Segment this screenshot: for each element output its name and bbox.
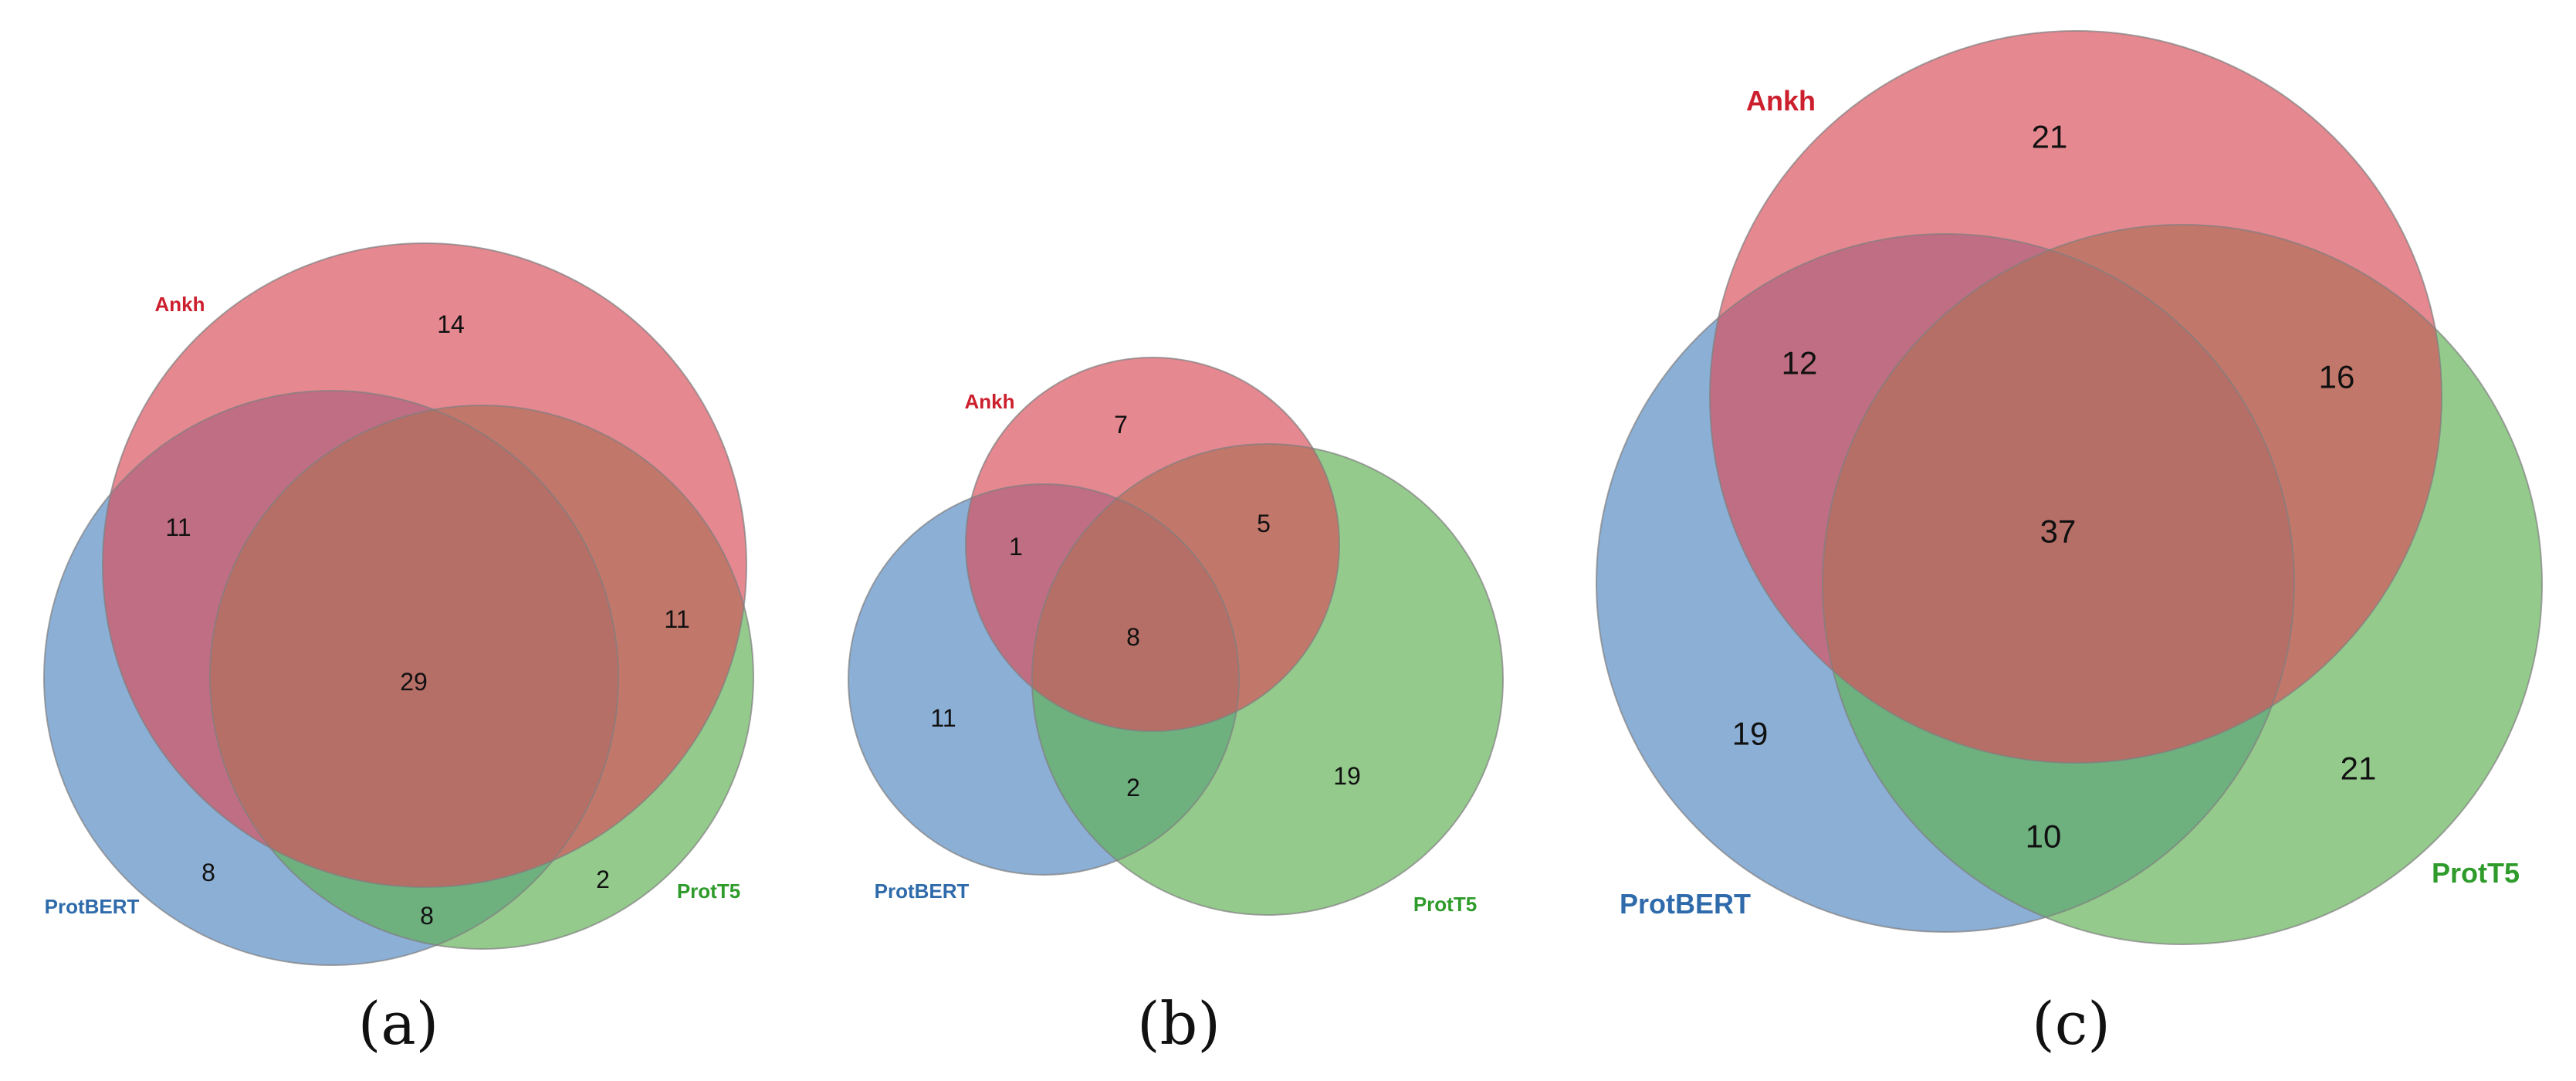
prott5-only-count: 19: [1333, 762, 1361, 790]
venn-panel-a: Ankh ProtBERT ProtT5 14 11 11 29 8 8 2 (…: [43, 242, 754, 1058]
ankh-outline: [102, 242, 747, 888]
prott5-set-label: ProtT5: [677, 879, 740, 903]
ankh-only-count: 7: [1114, 411, 1128, 439]
prott5-set-label: ProtT5: [1413, 893, 1477, 916]
ankh-circle: [103, 243, 746, 887]
ankh-prott5-count: 11: [664, 605, 689, 633]
ankh-only-count: 14: [437, 310, 465, 338]
prott5-outline: [209, 405, 754, 950]
ankh-outline: [965, 357, 1340, 732]
protbert-outline: [848, 483, 1240, 876]
prott5-set-label: ProtT5: [2432, 857, 2520, 889]
protbert-only-count: 19: [1732, 716, 1769, 752]
ankh-protbert-count: 11: [165, 513, 191, 541]
ankh-prott5-count: 16: [2319, 359, 2355, 395]
panel-caption-a: (a): [358, 989, 439, 1058]
protbert-set-label: ProtBERT: [875, 879, 970, 903]
ankh-set-label: Ankh: [965, 390, 1015, 413]
ankh-prott5-count: 5: [1257, 510, 1271, 537]
ankh-circle: [966, 358, 1339, 731]
ankh-protbert-count: 12: [1782, 345, 1818, 381]
protbert-outline: [43, 390, 619, 966]
prott5-outline: [1822, 224, 2543, 945]
all-three-count: 8: [1126, 623, 1140, 651]
ankh-set-label: Ankh: [155, 293, 205, 316]
all-three-count: 29: [400, 668, 428, 696]
prott5-only-count: 21: [2341, 751, 2377, 787]
ankh-only-count: 21: [2032, 119, 2068, 155]
ankh-circle: [1710, 31, 2442, 763]
panel-caption-b: (b): [1137, 989, 1220, 1058]
protbert-prott5-count: 10: [2026, 818, 2062, 855]
venn-panel-c: Ankh ProtBERT ProtT5 21 12 16 37 19 10 2…: [1596, 30, 2543, 1058]
protbert-set-label: ProtBERT: [1620, 888, 1751, 920]
protbert-outline: [1596, 233, 2295, 933]
protbert-only-count: 11: [930, 704, 956, 732]
all-three-count: 37: [2040, 513, 2077, 550]
prott5-only-count: 2: [596, 866, 610, 893]
prott5-outline: [1031, 443, 1504, 916]
ankh-set-label: Ankh: [1746, 85, 1816, 117]
ankh-protbert-count: 1: [1009, 533, 1023, 561]
venn-panel-b: Ankh ProtBERT ProtT5 7 1 5 8 11 2 19 (b): [848, 357, 1504, 1058]
protbert-only-count: 8: [201, 859, 215, 886]
protbert-set-label: ProtBERT: [45, 895, 140, 918]
ankh-outline: [1709, 30, 2442, 764]
protbert-prott5-count: 2: [1126, 774, 1140, 801]
protbert-prott5-count: 8: [420, 902, 434, 930]
panel-caption-c: (c): [2032, 989, 2111, 1058]
